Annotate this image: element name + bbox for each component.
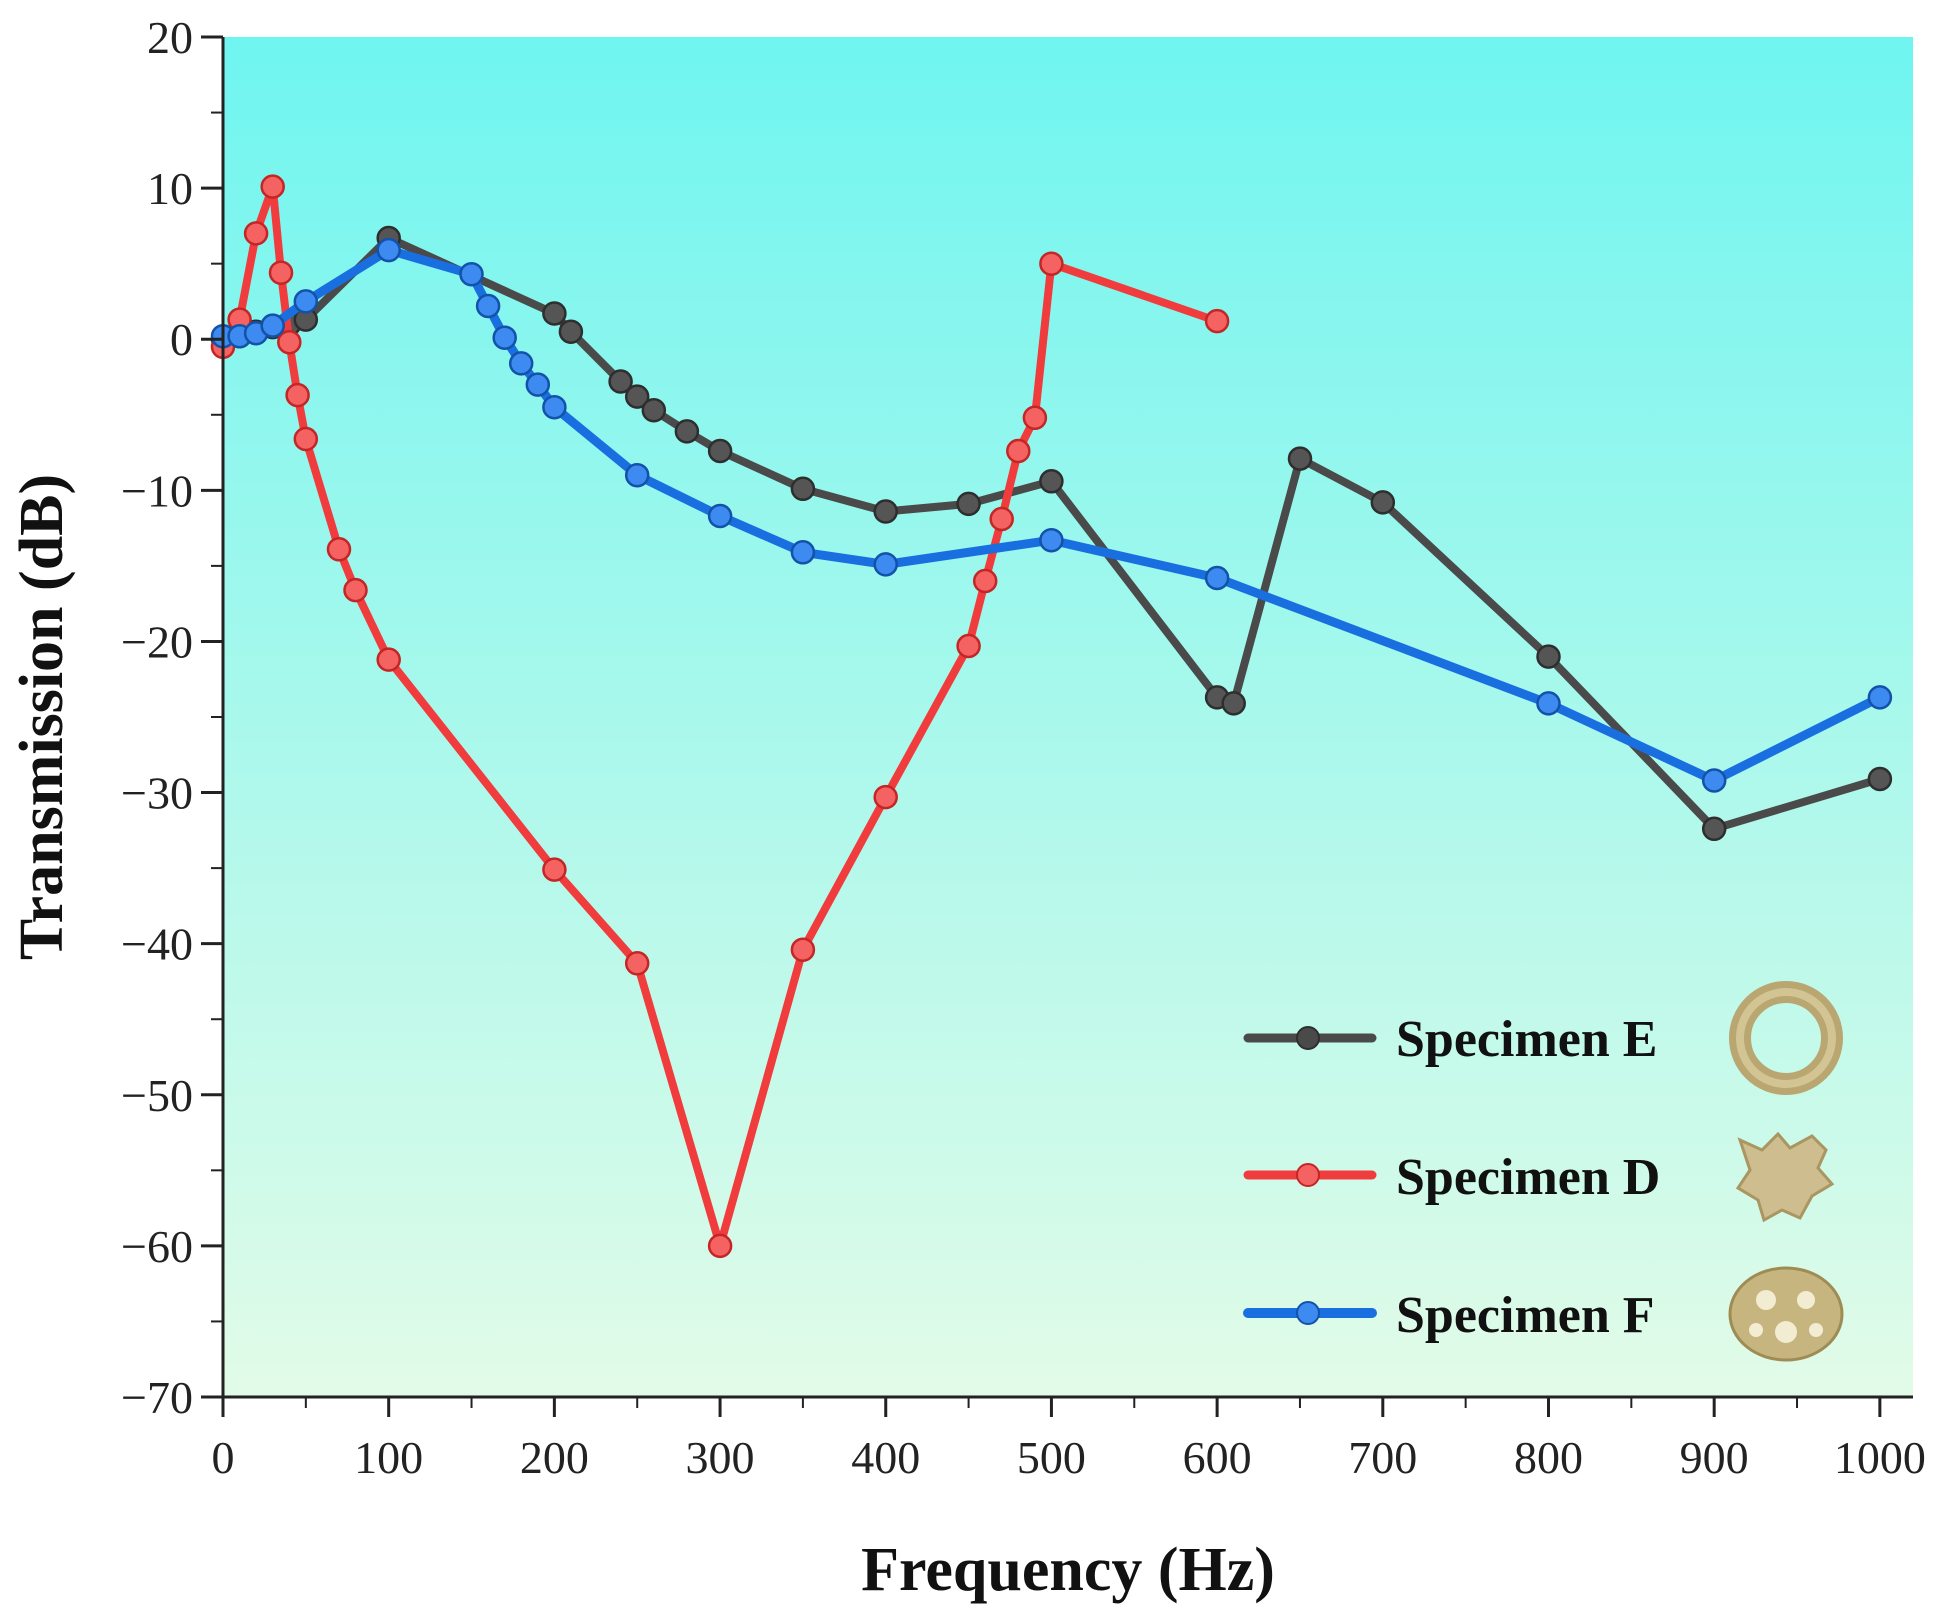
data-point bbox=[1039, 527, 1064, 553]
data-point bbox=[459, 261, 484, 287]
legend-marker-specimen-f bbox=[1296, 1301, 1320, 1325]
data-point bbox=[558, 319, 584, 344]
x-tick-label: 1000 bbox=[1834, 1432, 1926, 1483]
y-tick-label: −40 bbox=[121, 919, 193, 970]
data-point bbox=[873, 499, 898, 524]
data-point bbox=[873, 784, 898, 810]
legend-marker-specimen-d bbox=[1296, 1163, 1320, 1187]
series-specimen-d bbox=[210, 174, 1230, 1259]
data-point bbox=[243, 221, 269, 246]
data-point bbox=[790, 476, 816, 502]
data-point bbox=[285, 382, 310, 408]
data-point bbox=[1221, 691, 1246, 716]
legend: Specimen E Specimen D Specimen F bbox=[1243, 981, 1844, 1362]
data-point bbox=[260, 313, 285, 338]
data-point bbox=[293, 426, 319, 452]
data-point bbox=[542, 857, 567, 882]
data-point bbox=[1204, 308, 1230, 334]
data-point bbox=[1536, 644, 1561, 669]
data-point bbox=[376, 647, 401, 672]
data-point bbox=[624, 462, 650, 488]
x-tick-label: 100 bbox=[354, 1432, 423, 1483]
data-point bbox=[1867, 685, 1893, 710]
data-point bbox=[376, 237, 401, 263]
plot-background bbox=[223, 37, 1913, 1397]
x-tick-label: 700 bbox=[1348, 1432, 1417, 1483]
y-tick-label: −30 bbox=[121, 768, 193, 819]
data-point bbox=[790, 937, 816, 962]
data-point bbox=[1022, 405, 1048, 431]
x-tick-label: 600 bbox=[1183, 1432, 1252, 1483]
x-tick-label: 800 bbox=[1514, 1432, 1583, 1483]
data-point bbox=[475, 293, 501, 319]
data-point bbox=[525, 372, 551, 397]
data-point bbox=[1039, 251, 1064, 276]
legend-label-specimen-f: Specimen F bbox=[1396, 1287, 1655, 1344]
data-point bbox=[1370, 490, 1396, 515]
x-tick-label: 900 bbox=[1680, 1432, 1749, 1483]
data-point bbox=[956, 633, 981, 659]
data-point bbox=[1701, 768, 1727, 793]
x-tick-label: 500 bbox=[1017, 1432, 1086, 1483]
data-point bbox=[707, 1233, 733, 1259]
series-specimen-f bbox=[210, 237, 1893, 793]
data-point bbox=[277, 329, 302, 355]
data-point bbox=[1536, 691, 1561, 716]
legend-label-specimen-d: Specimen D bbox=[1396, 1149, 1660, 1206]
x-axis-title: Frequency (Hz) bbox=[861, 1536, 1275, 1604]
data-point bbox=[956, 491, 981, 517]
ring-specimen-icon bbox=[1729, 981, 1843, 1095]
y-tick-label: −10 bbox=[121, 465, 193, 516]
data-point bbox=[707, 438, 733, 464]
data-point bbox=[674, 419, 700, 444]
legend-entry-specimen-f: Specimen F bbox=[1243, 1266, 1844, 1362]
y-tick-label: −70 bbox=[121, 1372, 193, 1423]
x-tick-label: 0 bbox=[212, 1432, 235, 1483]
x-tick-label: 300 bbox=[686, 1432, 755, 1483]
data-point bbox=[790, 540, 816, 565]
data-point bbox=[1006, 438, 1031, 464]
y-tick-label: 10 bbox=[147, 163, 193, 214]
legend-label-specimen-e: Specimen E bbox=[1396, 1011, 1657, 1068]
data-point bbox=[873, 552, 898, 577]
legend-marker-specimen-e bbox=[1296, 1026, 1320, 1050]
data-point bbox=[1867, 766, 1893, 792]
data-point bbox=[508, 351, 534, 376]
series-layer bbox=[210, 174, 1893, 1259]
legend-entry-specimen-e: Specimen E bbox=[1243, 981, 1843, 1095]
legend-entry-specimen-d: Specimen D bbox=[1243, 1131, 1835, 1223]
data-point bbox=[624, 951, 650, 976]
perforated-specimen-icon bbox=[1728, 1266, 1844, 1362]
data-point bbox=[293, 289, 319, 314]
data-point bbox=[1039, 469, 1064, 494]
data-point bbox=[624, 384, 650, 409]
y-tick-label: −20 bbox=[121, 616, 193, 667]
y-tick-label: 0 bbox=[170, 314, 193, 365]
data-point bbox=[707, 503, 733, 529]
y-tick-label: 20 bbox=[147, 12, 193, 63]
star-specimen-icon bbox=[1735, 1131, 1835, 1223]
data-point bbox=[972, 568, 998, 594]
data-point bbox=[343, 577, 368, 603]
data-point bbox=[268, 260, 294, 285]
x-tick-label: 400 bbox=[851, 1432, 920, 1483]
y-tick-label: −60 bbox=[121, 1221, 193, 1272]
data-point bbox=[542, 394, 567, 420]
y-tick-label: −50 bbox=[121, 1070, 193, 1121]
data-point bbox=[989, 506, 1014, 532]
data-point bbox=[608, 369, 633, 394]
data-point bbox=[641, 397, 667, 423]
data-point bbox=[1287, 446, 1313, 471]
data-point bbox=[542, 301, 567, 326]
data-point bbox=[326, 537, 352, 562]
x-tick-label: 200 bbox=[520, 1432, 589, 1483]
data-point bbox=[492, 325, 517, 350]
data-point bbox=[1701, 816, 1727, 842]
data-point bbox=[260, 174, 285, 199]
data-point bbox=[1204, 565, 1230, 591]
y-axis-title: Transmission (dB) bbox=[8, 474, 76, 960]
